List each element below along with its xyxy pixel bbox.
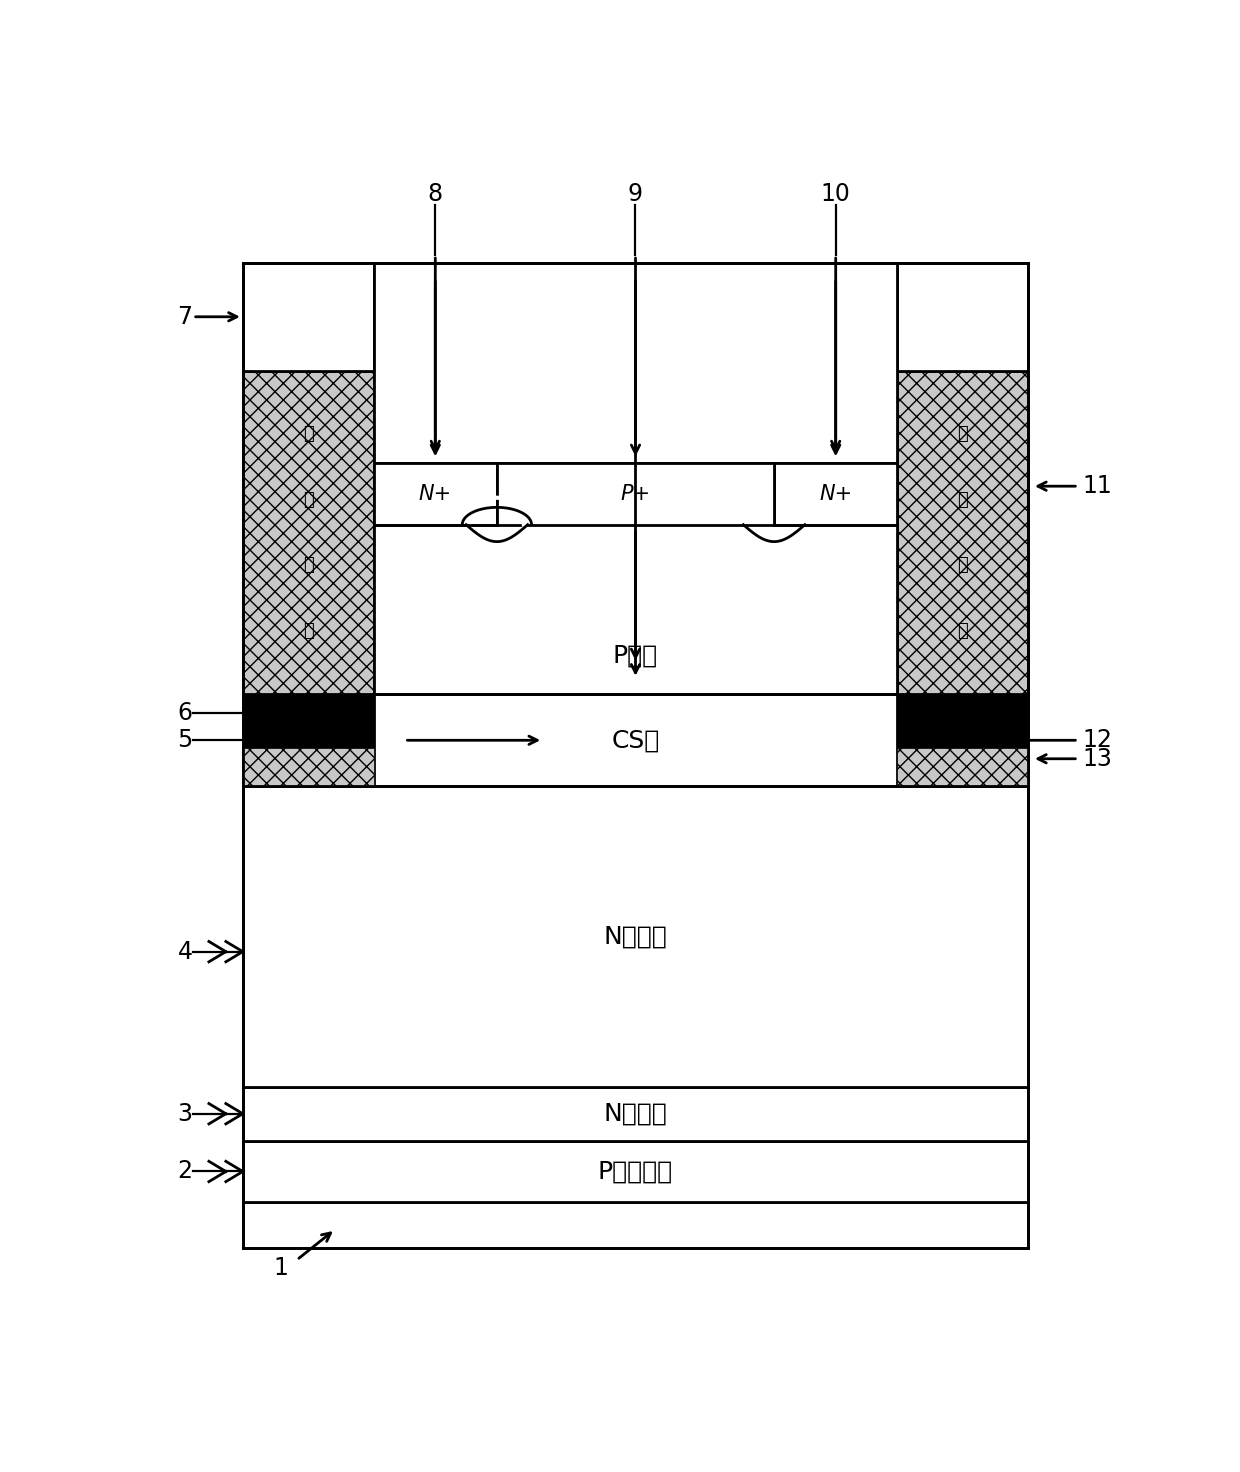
Text: N漂移区: N漂移区 — [604, 924, 667, 948]
Bar — [774, 464, 898, 524]
Text: N+: N+ — [820, 484, 852, 503]
Text: 4: 4 — [177, 939, 192, 964]
Bar — [373, 464, 497, 524]
Text: 极: 极 — [303, 490, 314, 509]
Text: P基区: P基区 — [613, 643, 658, 668]
Text: P+: P+ — [620, 484, 651, 503]
Text: 2: 2 — [177, 1160, 192, 1183]
Bar — [898, 695, 1028, 786]
Text: 5: 5 — [177, 729, 192, 752]
Text: 6: 6 — [177, 701, 192, 724]
Text: 极: 极 — [957, 490, 968, 509]
Text: 极: 极 — [957, 621, 968, 639]
Bar — [243, 748, 373, 786]
Text: N缓冲层: N缓冲层 — [604, 1101, 667, 1126]
Bar — [373, 464, 898, 695]
Bar — [243, 1141, 1028, 1203]
Bar — [373, 695, 898, 786]
Bar — [497, 464, 774, 524]
Text: N+: N+ — [419, 484, 451, 503]
Text: 电: 电 — [303, 556, 314, 574]
Text: 电: 电 — [957, 556, 968, 574]
Text: 1: 1 — [274, 1256, 289, 1279]
Text: 13: 13 — [1083, 746, 1112, 771]
Bar — [243, 1086, 1028, 1141]
Text: 栅: 栅 — [957, 425, 968, 443]
Bar — [243, 263, 1028, 786]
Text: 12: 12 — [1083, 729, 1112, 752]
Bar — [243, 371, 373, 695]
Bar — [898, 371, 1028, 695]
Bar — [373, 263, 898, 464]
Text: 8: 8 — [428, 181, 443, 206]
Text: 9: 9 — [627, 181, 644, 206]
Bar — [243, 1203, 1028, 1248]
Text: 栅: 栅 — [303, 425, 314, 443]
Text: 极: 极 — [303, 621, 314, 639]
Text: 7: 7 — [177, 305, 192, 328]
Bar — [243, 786, 1028, 1086]
Text: 11: 11 — [1083, 474, 1112, 498]
Text: 10: 10 — [821, 181, 851, 206]
Bar — [243, 695, 373, 786]
Text: P集电极区: P集电极区 — [598, 1160, 673, 1183]
Bar — [898, 263, 1028, 371]
Bar — [898, 748, 1028, 786]
Bar — [243, 263, 373, 371]
Text: CS层: CS层 — [611, 729, 660, 752]
Text: 3: 3 — [177, 1101, 192, 1126]
